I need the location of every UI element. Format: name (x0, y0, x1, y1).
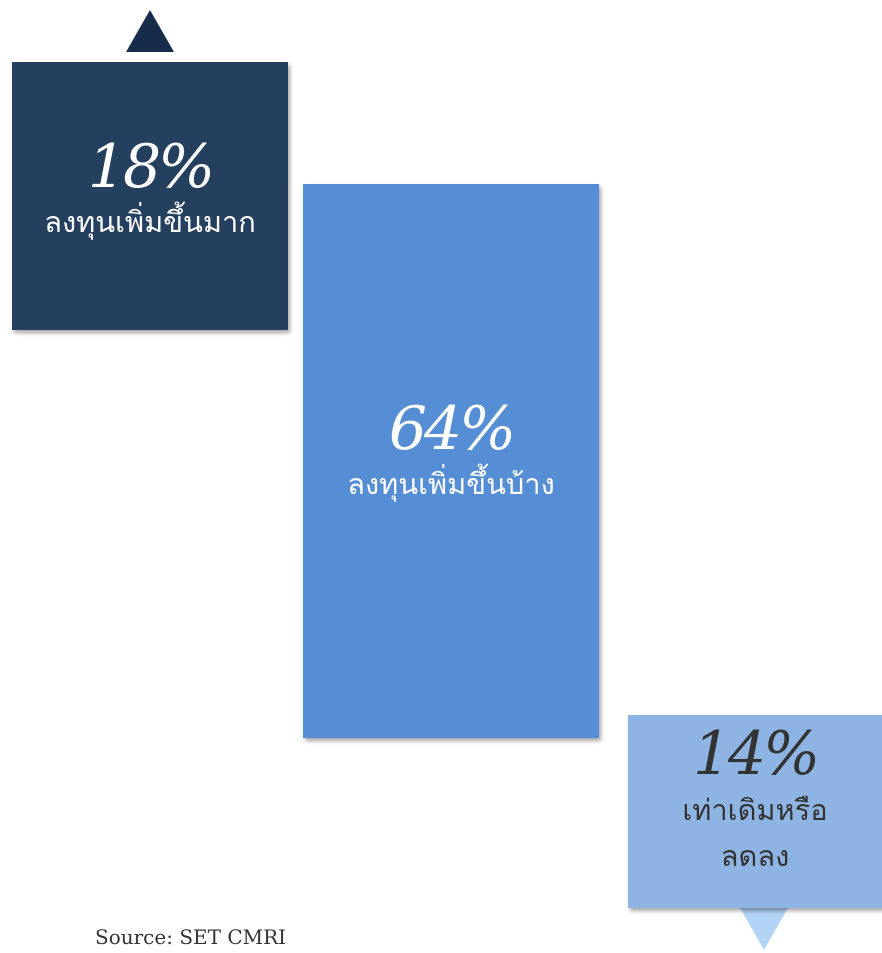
up-arrow-shape (126, 10, 174, 52)
down-arrow (740, 908, 788, 950)
source-note: Source: SET CMRI (95, 925, 287, 949)
down-arrow-shape (740, 908, 788, 950)
percent: 14% (692, 719, 820, 789)
box-same-or-less: 14% เท่าเดิมหรือลดลง (628, 715, 882, 908)
box-increase-much: 18% ลงทุนเพิ่มขึ้นมาก (12, 62, 288, 330)
label: ลงทุนเพิ่มขึ้นมาก (44, 205, 256, 239)
up-arrow (126, 10, 174, 52)
label: เท่าเดิมหรือ (682, 793, 828, 827)
percent: 64% (388, 394, 516, 464)
box-increase-some: 64% ลงทุนเพิ่มขึ้นบ้าง (303, 184, 599, 738)
percent: 18% (87, 132, 215, 202)
label: ลงทุนเพิ่มขึ้นบ้าง (347, 467, 555, 501)
label: ลดลง (720, 839, 790, 874)
